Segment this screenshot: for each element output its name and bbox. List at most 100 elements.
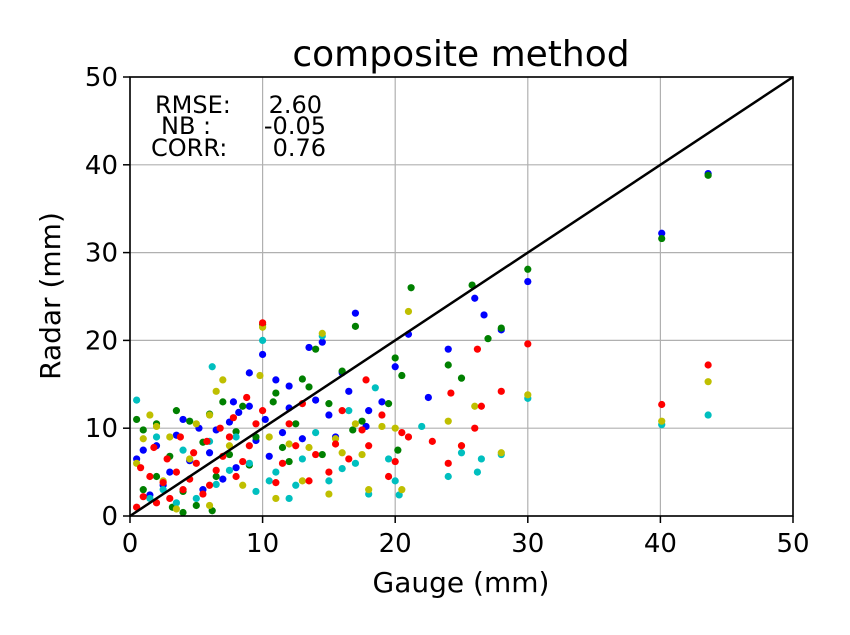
data-point bbox=[524, 391, 532, 399]
data-point bbox=[219, 398, 227, 406]
data-point bbox=[365, 486, 373, 494]
data-point bbox=[318, 338, 326, 346]
data-point bbox=[265, 433, 273, 441]
data-point bbox=[146, 472, 154, 481]
data-point bbox=[325, 490, 333, 498]
y-axis-label: Radar (mm) bbox=[34, 212, 67, 380]
data-point bbox=[444, 459, 452, 467]
data-point bbox=[212, 472, 220, 481]
data-point bbox=[205, 449, 214, 457]
rmse-label: RMSE: bbox=[155, 91, 231, 119]
data-point bbox=[150, 443, 158, 452]
data-point bbox=[139, 446, 147, 454]
data-point bbox=[261, 415, 269, 424]
data-point bbox=[704, 171, 712, 179]
data-point bbox=[245, 369, 253, 377]
data-point bbox=[477, 455, 485, 463]
data-point bbox=[212, 387, 220, 395]
data-point bbox=[259, 350, 267, 359]
data-point bbox=[318, 450, 326, 459]
data-point bbox=[358, 426, 366, 434]
data-point bbox=[305, 443, 313, 452]
data-point bbox=[444, 361, 452, 369]
y-tick-label: 50 bbox=[85, 63, 118, 93]
data-point bbox=[457, 374, 466, 382]
chart-title: composite method bbox=[292, 34, 629, 75]
data-point bbox=[176, 433, 184, 441]
data-point bbox=[345, 455, 353, 463]
corr-label: CORR: bbox=[151, 134, 227, 162]
data-point bbox=[384, 400, 393, 408]
x-tick-label: 50 bbox=[776, 529, 809, 559]
data-point bbox=[229, 414, 238, 422]
data-point bbox=[232, 472, 240, 481]
data-point bbox=[278, 428, 287, 437]
data-point bbox=[477, 402, 485, 410]
stats-annotation: RMSE: 2.60 NB : -0.05 CORR: 0.76 bbox=[151, 91, 326, 162]
data-point bbox=[473, 345, 482, 353]
data-point bbox=[349, 426, 357, 434]
data-point bbox=[179, 446, 187, 454]
data-point bbox=[166, 494, 174, 503]
data-point bbox=[365, 407, 373, 415]
data-point bbox=[312, 450, 320, 459]
data-point bbox=[378, 398, 386, 406]
data-point bbox=[404, 433, 413, 441]
data-point bbox=[146, 411, 154, 419]
data-point bbox=[704, 361, 712, 369]
data-point bbox=[159, 479, 167, 487]
data-point bbox=[398, 371, 406, 380]
data-point bbox=[325, 468, 333, 476]
data-point bbox=[312, 396, 320, 404]
data-point bbox=[351, 420, 360, 428]
data-point bbox=[235, 408, 243, 416]
data-point bbox=[245, 402, 253, 410]
data-point bbox=[318, 329, 326, 337]
data-point bbox=[471, 402, 479, 410]
data-point bbox=[480, 311, 488, 319]
data-point bbox=[704, 411, 712, 419]
data-point bbox=[457, 442, 466, 450]
data-point bbox=[391, 363, 399, 371]
data-point bbox=[172, 468, 181, 476]
data-point bbox=[658, 229, 666, 237]
data-point bbox=[259, 336, 267, 344]
data-point bbox=[497, 449, 505, 457]
data-point bbox=[203, 437, 211, 445]
data-point bbox=[398, 486, 406, 494]
data-point bbox=[444, 417, 452, 425]
data-point bbox=[272, 494, 280, 503]
data-point bbox=[152, 433, 161, 441]
data-point bbox=[272, 376, 280, 384]
data-point bbox=[292, 420, 300, 428]
data-point bbox=[428, 437, 436, 445]
data-point bbox=[252, 420, 260, 428]
data-point bbox=[179, 508, 187, 517]
data-point bbox=[325, 411, 333, 419]
data-point bbox=[345, 407, 353, 415]
data-point bbox=[378, 411, 386, 419]
nb-label: NB : bbox=[161, 112, 211, 140]
x-tick-label: 20 bbox=[379, 529, 412, 559]
rmse-value: 2.60 bbox=[269, 91, 322, 119]
y-tick-label: 0 bbox=[101, 502, 118, 532]
axis-ticks: 0 10 20 30 40 50 0 10 20 30 40 50 bbox=[85, 63, 810, 559]
data-point bbox=[424, 393, 432, 402]
x-tick-label: 40 bbox=[644, 529, 677, 559]
data-point bbox=[285, 440, 293, 448]
data-point bbox=[272, 389, 280, 397]
data-point bbox=[239, 481, 247, 489]
data-point bbox=[351, 322, 360, 330]
data-point bbox=[190, 449, 198, 457]
data-point bbox=[338, 464, 346, 473]
one-to-one-reference-line bbox=[129, 75, 794, 518]
data-point bbox=[407, 284, 415, 292]
data-point bbox=[384, 472, 393, 481]
data-point bbox=[232, 464, 240, 472]
data-point bbox=[139, 435, 147, 443]
data-point bbox=[272, 479, 280, 487]
data-point bbox=[358, 417, 366, 425]
x-tick-label: 0 bbox=[122, 529, 139, 559]
data-point bbox=[305, 343, 313, 352]
data-point bbox=[447, 389, 455, 397]
